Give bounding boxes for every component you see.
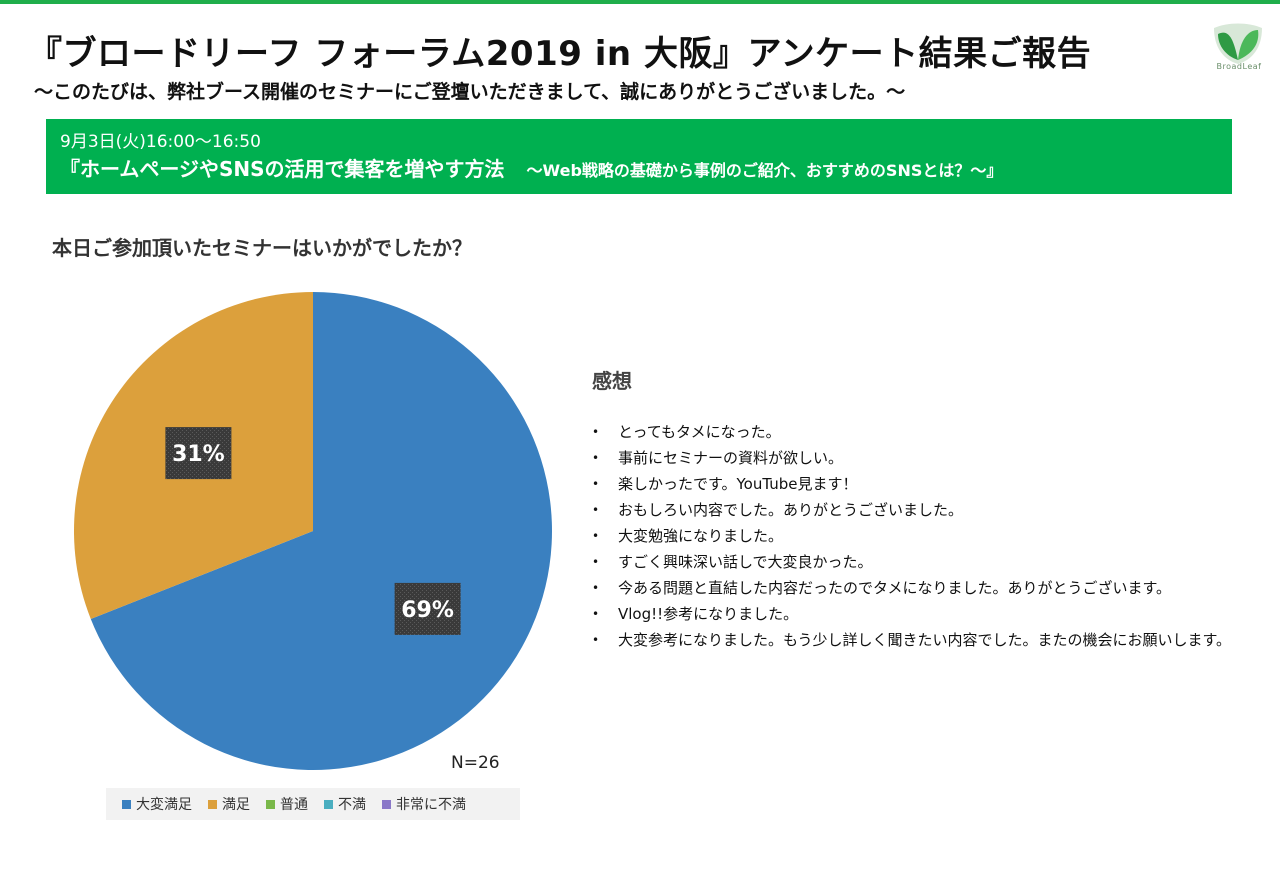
bullet-icon: • xyxy=(592,529,600,543)
list-item: • 事前にセミナーの資料が欲しい。 xyxy=(592,446,1262,470)
top-accent-line xyxy=(0,0,1280,4)
bullet-icon: • xyxy=(592,503,600,517)
pie-slice-1 xyxy=(90,292,552,770)
legend-swatch xyxy=(208,799,217,809)
page-subtitle: ～このたびは、弊社ブース開催のセミナーにご登壇いただきまして、誠にありがとうござ… xyxy=(34,81,906,103)
list-item: • 大変参考になりました。もう少し詳しく聞きたい内容でした。またの機会にお願いしま… xyxy=(592,628,1262,652)
bullet-icon: • xyxy=(592,633,600,647)
comment-text: すごく興味深い話しで大変良かった。 xyxy=(618,553,873,571)
seminar-title-line: 『ホームページやSNSの活用で集客を増やす方法 ～Web戦略の基礎から事例のご紹介… xyxy=(60,153,1002,182)
seminar-title: 『ホームページやSNSの活用で集客を増やす方法 xyxy=(60,157,505,181)
legend-item-5: 非常に不満 xyxy=(382,794,466,814)
legend-item-3: 普通 xyxy=(266,794,308,814)
legend-label: 普通 xyxy=(280,797,308,813)
legend-swatch xyxy=(324,799,333,809)
list-item: • すごく興味深い話しで大変良かった。 xyxy=(592,550,1262,574)
legend-swatch xyxy=(122,799,131,809)
survey-question: 本日ご参加頂いたセミナーはいかがでしたか？ xyxy=(52,236,472,260)
legend-label: 非常に不満 xyxy=(396,797,466,813)
page-title: 『ブロードリーフ フォーラム2019 in 大阪』アンケート結果ご報告 xyxy=(28,34,1092,74)
comment-text: 楽しかったです。YouTube見ます！ xyxy=(618,475,858,493)
satisfaction-pie-chart: 69% 31% xyxy=(73,292,552,770)
legend-swatch xyxy=(266,799,275,809)
list-item: • 大変勉強になりました。 xyxy=(592,524,1262,548)
broadleaf-logo-icon xyxy=(1214,23,1262,64)
comment-text: 今ある問題と直結した内容だったのでタメになりました。ありがとうございます。 xyxy=(618,579,1172,597)
comment-text: 大変勉強になりました。 xyxy=(618,527,784,545)
bullet-icon: • xyxy=(592,425,600,439)
legend-label: 大変満足 xyxy=(136,797,192,813)
legend-item-1: 大変満足 xyxy=(122,794,192,814)
svg-text:31%: 31% xyxy=(172,442,225,467)
comment-text: おもしろい内容でした。ありがとうございました。 xyxy=(618,501,964,519)
bullet-icon: • xyxy=(592,607,600,621)
bullet-icon: • xyxy=(592,581,600,595)
logo-text: BroadLeaf xyxy=(1216,62,1262,71)
comment-text: 大変参考になりました。もう少し詳しく聞きたい内容でした。またの機会にお願いします… xyxy=(618,631,1232,649)
comments-title: 感想 xyxy=(592,369,632,393)
legend-item-4: 不満 xyxy=(324,794,366,814)
seminar-subtitle: ～Web戦略の基礎から事例のご紹介、おすすめのSNSとは？～』 xyxy=(526,161,1003,180)
seminar-banner: 9月3日(火)16:00～16:50 『ホームページやSNSの活用で集客を増やす… xyxy=(46,119,1232,194)
legend-label: 不満 xyxy=(338,797,366,813)
pie-label-2: 31% xyxy=(165,427,232,480)
legend-item-2: 満足 xyxy=(208,794,250,814)
list-item: • 今ある問題と直結した内容だったのでタメになりました。ありがとうございます。 xyxy=(592,576,1262,600)
comments-list: • とってもタメになった。 • 事前にセミナーの資料が欲しい。 • 楽しかったです。You… xyxy=(592,420,1262,654)
legend-label: 満足 xyxy=(222,797,250,813)
svg-text:69%: 69% xyxy=(401,598,454,623)
comment-text: Vlog!!参考になりました。 xyxy=(618,605,799,623)
list-item: • おもしろい内容でした。ありがとうございました。 xyxy=(592,498,1262,522)
sample-size-label: N=26 xyxy=(451,753,500,773)
pie-label-1: 69% xyxy=(394,582,461,635)
bullet-icon: • xyxy=(592,477,600,491)
bullet-icon: • xyxy=(592,451,600,465)
bullet-icon: • xyxy=(592,555,600,569)
chart-legend: 大変満足 満足 普通 不満 非常に不満 xyxy=(106,788,520,820)
list-item: • とってもタメになった。 xyxy=(592,420,1262,444)
comment-text: 事前にセミナーの資料が欲しい。 xyxy=(618,449,844,467)
legend-swatch xyxy=(382,799,391,809)
list-item: • Vlog!!参考になりました。 xyxy=(592,602,1262,626)
comment-text: とってもタメになった。 xyxy=(618,423,781,441)
list-item: • 楽しかったです。YouTube見ます！ xyxy=(592,472,1262,496)
seminar-date: 9月3日(火)16:00～16:50 xyxy=(60,132,261,152)
